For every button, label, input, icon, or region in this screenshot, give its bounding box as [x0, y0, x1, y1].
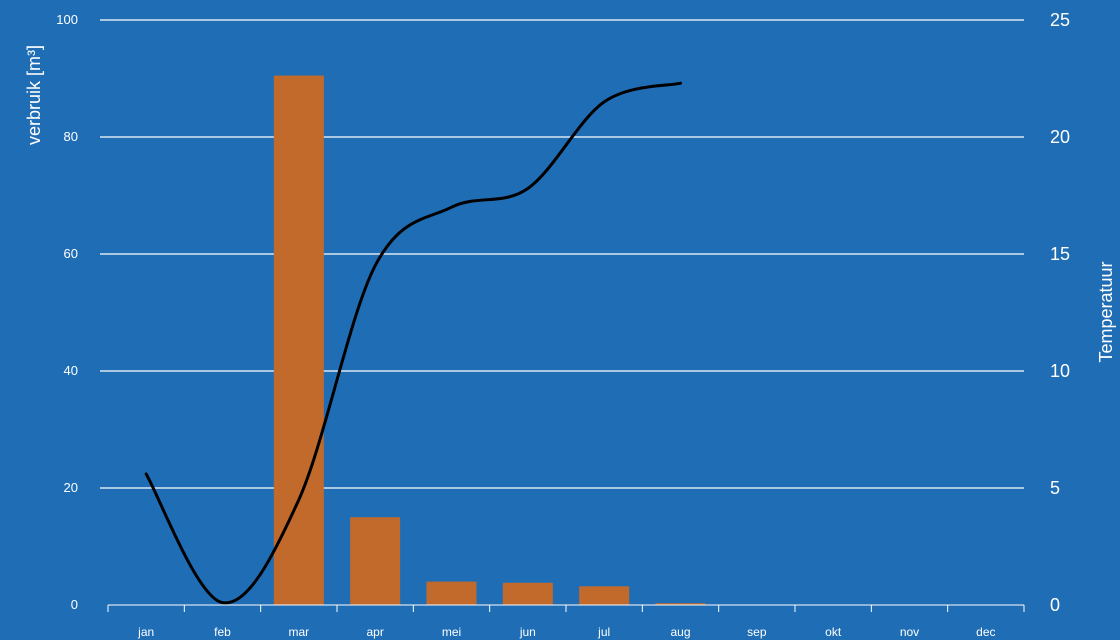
line-series [144, 81, 682, 605]
x-tick-label-sep: sep [747, 625, 767, 639]
y-axis-right-title: Temperatuur [1096, 261, 1116, 362]
y-left-tick-label: 40 [64, 363, 78, 378]
x-tick-label-mar: mar [288, 625, 309, 639]
y-left-tick-label: 0 [71, 597, 78, 612]
y-left-tick-label: 20 [64, 480, 78, 495]
x-tick-label-jul: jul [597, 625, 610, 639]
y-axis-left-title: verbruik [m³] [24, 45, 44, 145]
bar-apr [350, 517, 401, 605]
y-right-tick-label: 15 [1050, 244, 1070, 264]
y-axis-right: 0 5 10 15 20 25 [1050, 10, 1070, 615]
bar-jun [502, 582, 553, 605]
y-right-tick-label: 25 [1050, 10, 1070, 30]
x-tick-label-mei: mei [442, 625, 461, 639]
bar-mar [273, 75, 324, 605]
x-tick-label-jun: jun [519, 625, 536, 639]
bar-series [273, 75, 706, 605]
y-right-tick-label: 5 [1050, 478, 1060, 498]
y-left-tick-label: 80 [64, 129, 78, 144]
x-tick-label-jan: jan [137, 625, 154, 639]
x-tick-label-dec: dec [976, 625, 995, 639]
bar-mei [426, 581, 477, 605]
x-tick-label-apr: apr [366, 625, 383, 639]
y-right-tick-label: 20 [1050, 127, 1070, 147]
x-tick-label-nov: nov [900, 625, 919, 639]
x-tick-label-okt: okt [825, 625, 842, 639]
temperature-line [144, 81, 682, 605]
y-axis-left: 0 20 40 60 80 100 [56, 12, 78, 612]
y-right-tick-label: 10 [1050, 361, 1070, 381]
x-tick-label-aug: aug [670, 625, 690, 639]
bar-aug [655, 603, 706, 605]
x-tick-label-feb: feb [214, 625, 231, 639]
y-right-tick-label: 0 [1050, 595, 1060, 615]
y-left-tick-label: 100 [56, 12, 78, 27]
y-left-tick-label: 60 [64, 246, 78, 261]
grid-lines [100, 19, 1024, 489]
x-axis: jan feb mar apr mei jun jul aug sep okt nov dec [107, 604, 1025, 639]
bar-jul [579, 586, 630, 605]
